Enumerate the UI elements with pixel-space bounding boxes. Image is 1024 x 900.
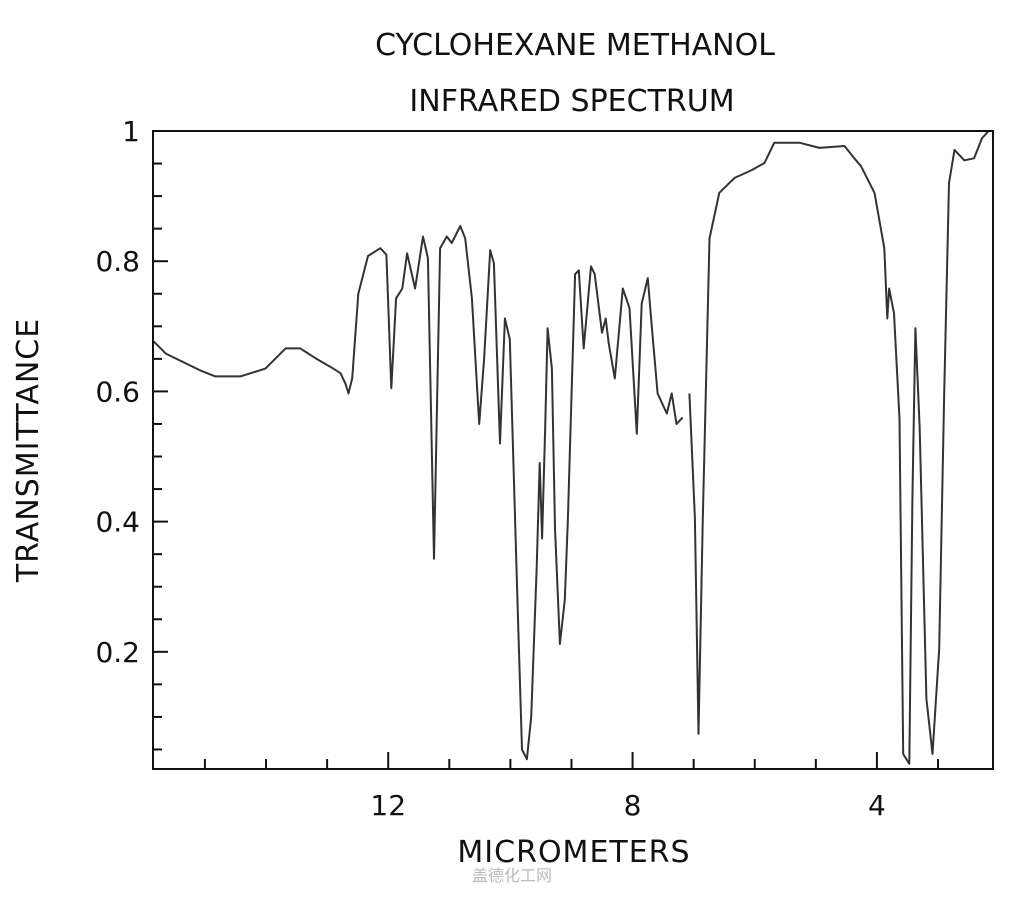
y-tick-label: 0.4 xyxy=(95,506,140,539)
axes: 12 8 4 0.2 0.4 0.6 0.8 1 xyxy=(95,115,940,822)
x-tick-label: 4 xyxy=(868,789,886,822)
x-axis-label: MICROMETERS xyxy=(457,835,690,870)
plot-frame xyxy=(152,130,994,770)
x-tick-label: 12 xyxy=(370,789,406,822)
y-axis-label: TRANSMITTANCE xyxy=(11,318,46,583)
chart-title-line-2: INFRARED SPECTRUM xyxy=(409,84,734,119)
x-tick-label: 8 xyxy=(624,789,642,822)
watermark: 盖德化工网 xyxy=(472,866,552,885)
spectrum-line xyxy=(688,130,990,765)
y-tick-label: 0.2 xyxy=(95,636,140,669)
y-tick-label: 1 xyxy=(122,115,140,148)
series-group xyxy=(152,130,990,765)
y-tick-label: 0.6 xyxy=(95,375,140,408)
chart-title-line-1: CYCLOHEXANE METHANOL xyxy=(375,28,775,63)
y-tick-label: 0.8 xyxy=(95,245,140,278)
spectrum-line xyxy=(152,225,684,761)
